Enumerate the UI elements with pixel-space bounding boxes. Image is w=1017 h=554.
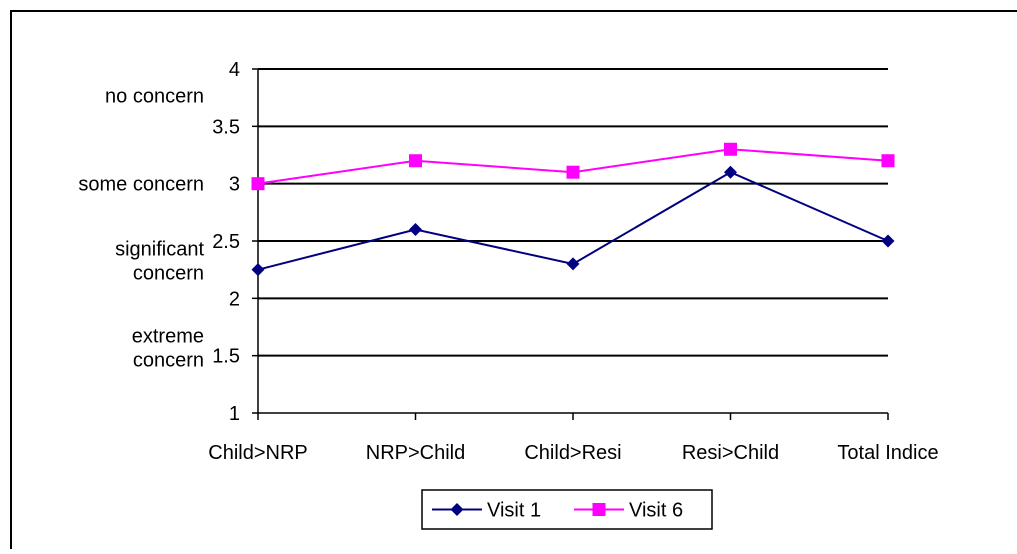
data-point: [566, 165, 580, 179]
concern-annotation: concern: [133, 350, 204, 372]
data-point: [881, 154, 895, 168]
x-tick-labels: Child>NRP NRP>Child Child>Resi Resi>Child To…: [208, 442, 938, 464]
y-tick-label: 2: [229, 288, 240, 310]
y-tick-label: 4: [229, 59, 240, 81]
x-tick-label: NRP>Child: [366, 442, 465, 464]
y-tick-label: 3: [229, 174, 240, 196]
concern-annotation: concern: [133, 262, 204, 284]
concern-annotation: no concern: [105, 85, 204, 107]
data-point: [409, 223, 422, 237]
series-2: [251, 142, 895, 191]
y-tick-label: 1: [229, 403, 240, 425]
x-tick-label: Resi>Child: [682, 442, 779, 464]
data-point: [724, 165, 737, 179]
data-point: [251, 177, 265, 191]
chart-border: [10, 10, 1017, 554]
gridlines: [258, 68, 888, 357]
concern-annotation: significant: [115, 238, 204, 260]
data-point: [566, 257, 580, 271]
x-tick-label: Child>NRP: [208, 442, 307, 464]
y-tick-label: 3.5: [212, 116, 240, 138]
data-point: [409, 154, 422, 168]
concern-annotation: some concern: [78, 174, 204, 196]
y-tick-label: 1.5: [212, 346, 240, 368]
data-point: [251, 263, 265, 277]
legend-box: [421, 489, 713, 530]
y-tick-label: 2.5: [212, 231, 240, 253]
x-tick-label: Child>Resi: [524, 442, 621, 464]
data-point: [881, 234, 895, 248]
data-point: [450, 503, 464, 516]
data-point: [724, 142, 737, 156]
legend-label: Visit 6: [629, 500, 683, 522]
series: [251, 142, 895, 277]
concern-annotation: extreme: [132, 326, 204, 348]
y-tick-labels: 1 1.5 2 2.5 3 3.5 4: [212, 59, 240, 425]
series-1: [251, 165, 895, 277]
legend-label: Visit 1: [487, 500, 541, 522]
legend: Visit 1 Visit 6: [421, 489, 713, 530]
data-point: [592, 503, 606, 516]
x-tick-label: Total Indice: [837, 442, 938, 464]
